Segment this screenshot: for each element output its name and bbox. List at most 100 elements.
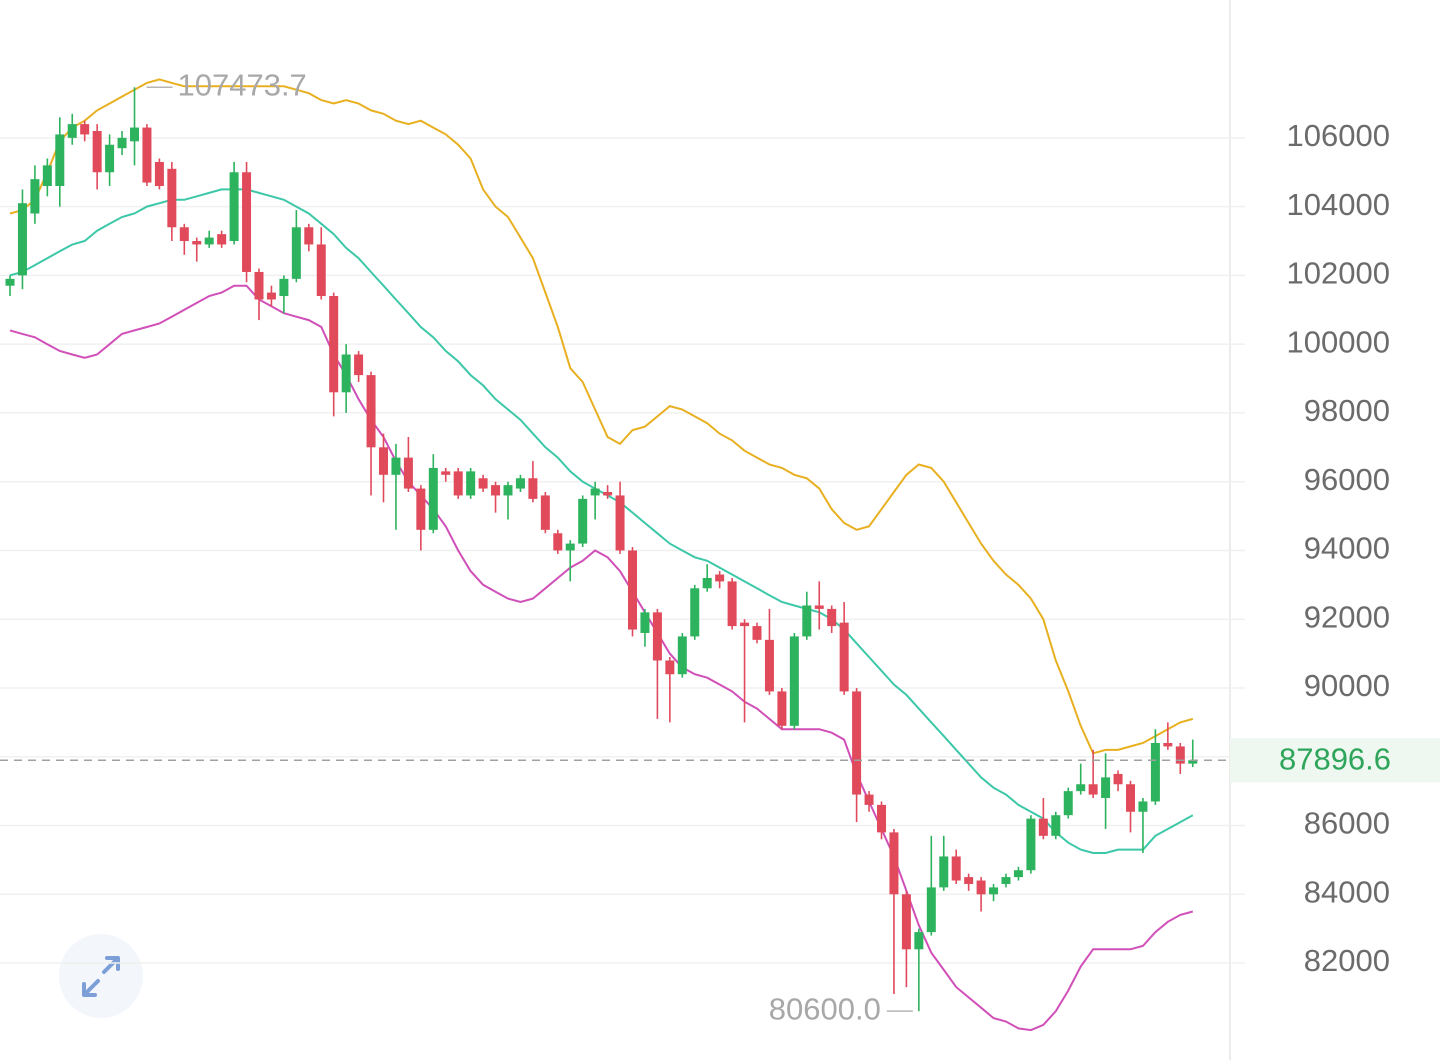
- candle-body: [802, 605, 812, 637]
- candle-body: [677, 636, 687, 675]
- candle-body: [5, 278, 15, 286]
- y-tick-label: 92000: [1304, 599, 1390, 634]
- candle-body: [603, 492, 613, 496]
- candle-body: [652, 612, 662, 661]
- candle-body: [615, 495, 625, 551]
- candle-body: [665, 660, 675, 675]
- candle-body: [503, 485, 513, 496]
- candle-body: [901, 894, 911, 950]
- y-tick-label: 106000: [1287, 118, 1390, 153]
- candle-body: [727, 581, 737, 627]
- candle-body: [1026, 818, 1036, 871]
- candle-body: [939, 856, 949, 888]
- candle-body: [951, 856, 961, 881]
- candle-body: [117, 137, 127, 149]
- candle-body: [839, 622, 849, 692]
- candle-body: [764, 639, 774, 692]
- candle-body: [565, 543, 575, 551]
- last-price-label: 87896.6: [1279, 741, 1391, 776]
- candle-body: [715, 574, 725, 582]
- candle-body: [515, 478, 525, 489]
- candle-body: [30, 179, 40, 214]
- candle-body: [1088, 784, 1098, 795]
- candle-body: [229, 172, 239, 242]
- candle-body: [877, 804, 886, 833]
- y-tick-label: 96000: [1304, 462, 1390, 497]
- y-tick-label: 86000: [1304, 806, 1390, 841]
- candle-body: [179, 227, 189, 242]
- candle-body: [217, 234, 227, 245]
- candle-body: [1138, 801, 1148, 812]
- candle-body: [1013, 870, 1023, 878]
- candle-body: [130, 127, 139, 142]
- candle-body: [1188, 760, 1198, 764]
- candle-body: [354, 354, 364, 376]
- candle-body: [491, 485, 501, 496]
- candle-body: [329, 296, 339, 393]
- y-tick-label: 100000: [1287, 324, 1390, 359]
- candle-body: [254, 271, 264, 300]
- candle-body: [55, 134, 65, 187]
- candle-body: [914, 932, 924, 950]
- candle-body: [17, 203, 27, 276]
- candle-body: [540, 495, 550, 530]
- candle-body: [291, 227, 301, 279]
- candle-body: [789, 636, 799, 726]
- candle-body: [466, 471, 476, 496]
- candle-body: [1150, 742, 1160, 802]
- candle-body: [690, 588, 700, 637]
- candle-body: [204, 237, 214, 245]
- candle-body: [379, 447, 388, 475]
- y-tick-label: 82000: [1304, 943, 1390, 978]
- candle-body: [341, 354, 351, 393]
- expand-button[interactable]: [59, 934, 143, 1018]
- candle-body: [827, 608, 837, 627]
- candle-body: [578, 498, 588, 544]
- candle-body: [926, 887, 936, 933]
- candle-body: [889, 832, 899, 895]
- candle-body: [989, 887, 999, 895]
- candle-body: [80, 124, 90, 135]
- candle-body: [1051, 815, 1061, 836]
- candle-body: [628, 550, 637, 630]
- candle-body: [92, 130, 102, 173]
- candle-body: [154, 161, 164, 187]
- candle-body: [702, 577, 712, 589]
- y-tick-label: 84000: [1304, 874, 1390, 909]
- candle-body: [428, 467, 438, 530]
- candle-body: [752, 626, 762, 640]
- candle-body: [478, 478, 488, 489]
- candle-body: [777, 691, 787, 726]
- candle-body: [67, 124, 77, 138]
- candle-body: [1101, 777, 1111, 799]
- band-line: [9, 78, 1194, 755]
- candle-body: [192, 241, 202, 245]
- candle-body: [1063, 791, 1073, 816]
- candle-body: [366, 375, 376, 448]
- candle-body: [1038, 818, 1048, 836]
- candle-body: [391, 457, 401, 475]
- min-label: 80600.0: [769, 991, 881, 1026]
- candle-body: [242, 172, 252, 272]
- candle-body: [1126, 784, 1135, 812]
- y-tick-label: 94000: [1304, 531, 1390, 566]
- y-tick-label: 98000: [1304, 393, 1390, 428]
- candle-body: [864, 794, 874, 805]
- candle-body: [553, 533, 563, 551]
- candle-body: [42, 165, 52, 187]
- candle-body: [1001, 877, 1011, 884]
- candle-body: [453, 471, 463, 496]
- expand-button-bg[interactable]: [59, 934, 143, 1018]
- last-price-box: [1230, 738, 1440, 783]
- candle-body: [852, 691, 862, 795]
- candle-body: [167, 168, 177, 228]
- candle-body: [590, 488, 600, 496]
- expand-icon[interactable]: [82, 956, 120, 997]
- band-line: [9, 284, 1194, 1032]
- y-tick-label: 102000: [1287, 256, 1390, 291]
- candle-body: [266, 292, 276, 300]
- candle-body: [304, 227, 314, 245]
- candle-body: [142, 127, 152, 183]
- candle-body: [640, 612, 650, 633]
